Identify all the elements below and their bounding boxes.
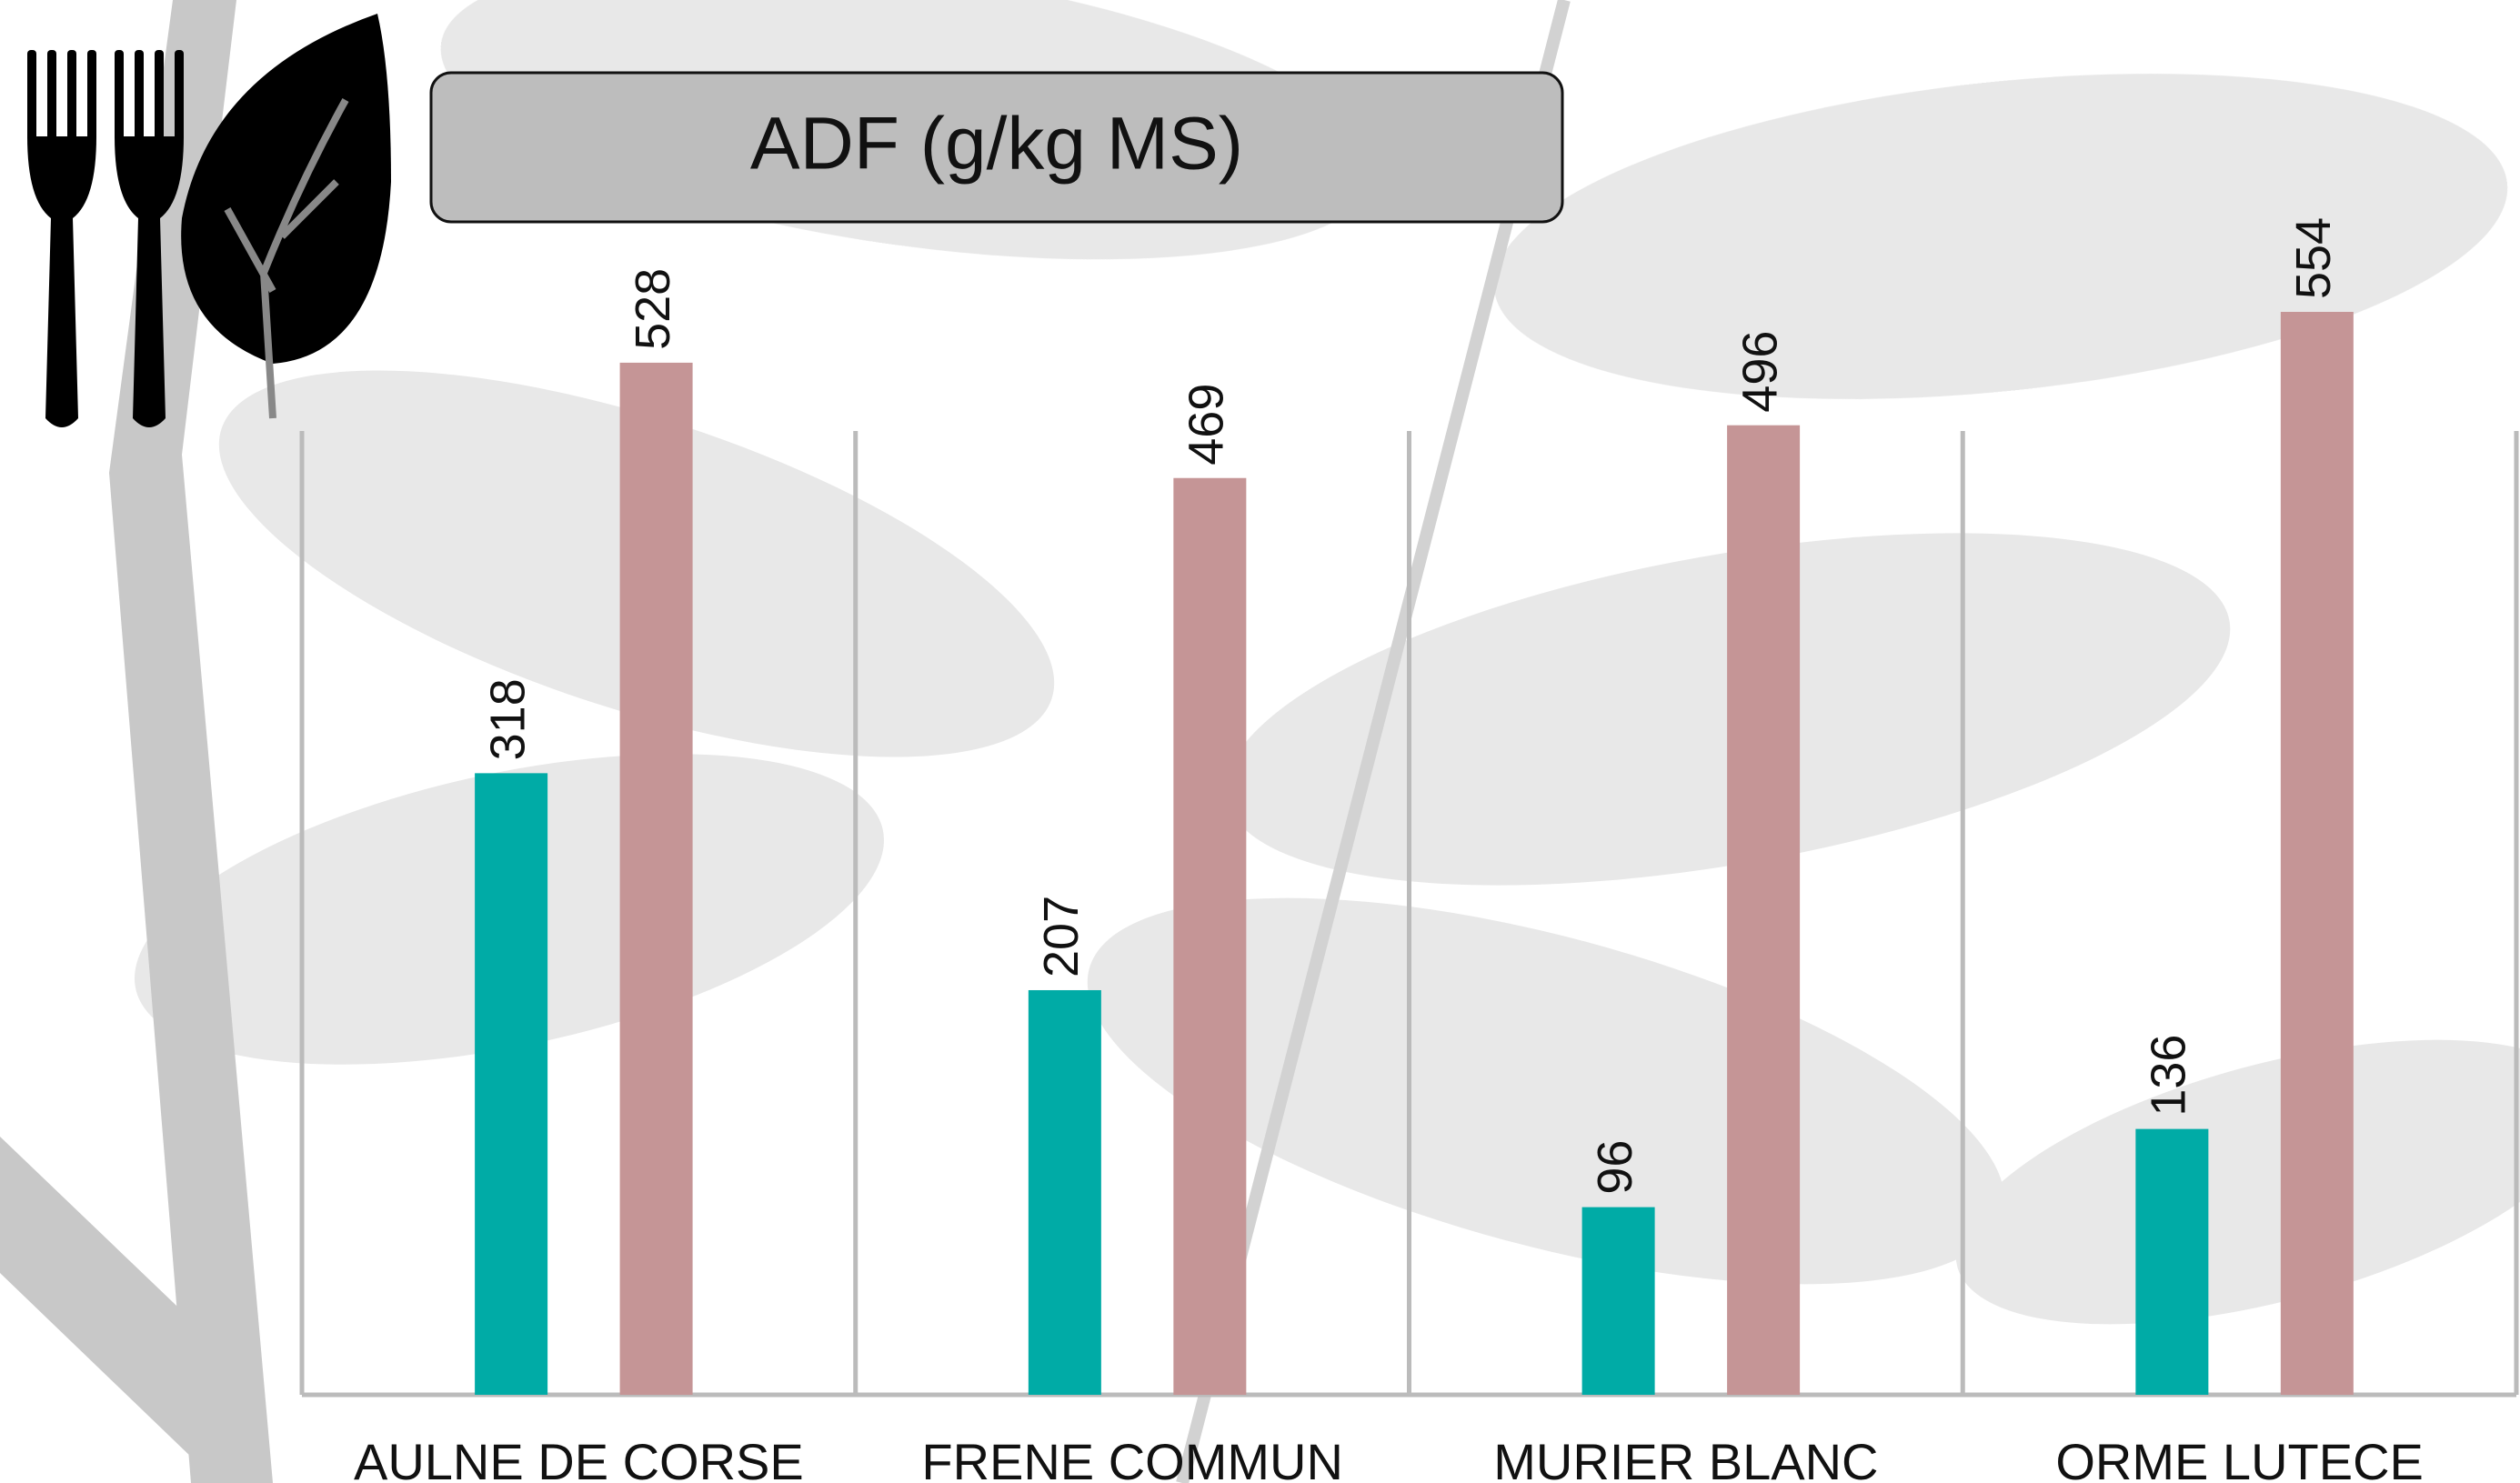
- value-label: 528: [626, 268, 680, 350]
- fork-leaf-icon: [27, 14, 391, 427]
- x-tick-label: FRENE COMMUN: [921, 1433, 1343, 1483]
- x-tick-label: MURIER BLANC: [1493, 1433, 1878, 1483]
- value-label: 469: [1180, 384, 1234, 466]
- bar: [1581, 1207, 1655, 1395]
- value-label: 136: [2142, 1035, 2196, 1117]
- value-label: 496: [1732, 331, 1787, 413]
- bar: [1028, 989, 1101, 1395]
- title-box: [429, 71, 1564, 224]
- bar: [2135, 1128, 2209, 1395]
- x-tick-label: ORME LUTECE: [2055, 1433, 2424, 1483]
- value-label: 96: [1588, 1140, 1642, 1195]
- bar: [2280, 312, 2354, 1395]
- bar: [1727, 425, 1801, 1395]
- chart-title: ADF (g/kg MS): [750, 103, 1243, 185]
- bar: [1173, 477, 1247, 1395]
- value-label: 318: [480, 678, 535, 760]
- bar: [619, 362, 693, 1396]
- value-label: 554: [2286, 217, 2341, 299]
- value-label: 207: [1034, 896, 1089, 977]
- x-tick-label: AULNE DE CORSE: [354, 1433, 804, 1483]
- bar: [475, 773, 548, 1395]
